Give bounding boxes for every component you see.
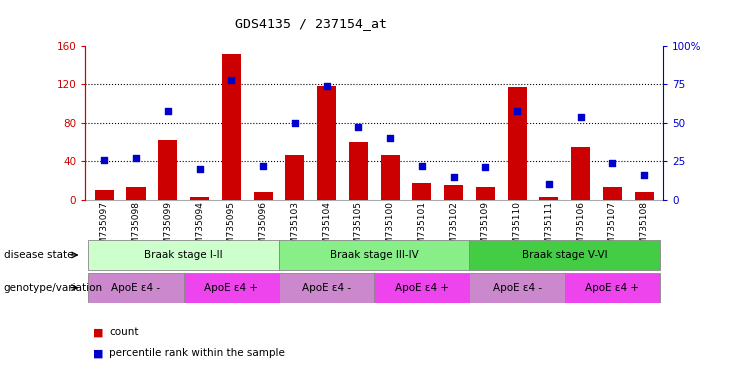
Point [638,172,650,178]
Bar [374,273,470,303]
Text: ApoE ε4 -: ApoE ε4 - [493,283,542,293]
Text: GDS4135 / 237154_at: GDS4135 / 237154_at [235,17,388,30]
Bar [88,240,279,270]
Bar [444,185,463,200]
Bar [539,197,559,200]
Text: ■: ■ [93,327,103,337]
Bar [508,88,527,200]
Text: percentile rank within the sample: percentile rank within the sample [109,348,285,358]
Text: ApoE ε4 +: ApoE ε4 + [395,283,449,293]
Text: ApoE ε4 -: ApoE ε4 - [302,283,351,293]
Bar [381,155,399,200]
Bar [95,190,114,200]
Bar [127,187,145,200]
Point [353,124,365,131]
Bar [470,273,565,303]
Text: ApoE ε4 -: ApoE ε4 - [111,283,161,293]
Point [511,108,523,114]
Bar [190,197,209,200]
Text: Braak stage I-II: Braak stage I-II [144,250,223,260]
Bar [159,140,177,200]
Bar [184,273,279,303]
Bar [253,192,273,200]
Bar [565,273,660,303]
Point [321,83,333,89]
Point [448,174,459,180]
Bar [470,240,660,270]
Text: ApoE ε4 +: ApoE ε4 + [585,283,639,293]
Bar [317,86,336,200]
Point [162,108,173,114]
Point [384,135,396,141]
Point [193,166,205,172]
Point [289,120,301,126]
Point [606,160,618,166]
Bar [571,147,590,200]
Point [225,77,237,83]
Point [257,163,269,169]
Bar [634,192,654,200]
Point [479,164,491,170]
Bar [279,240,470,270]
Text: ApoE ε4 +: ApoE ε4 + [205,283,259,293]
Bar [88,273,184,303]
Text: ■: ■ [93,348,103,358]
Bar [603,187,622,200]
Point [543,181,555,187]
Bar [285,155,305,200]
Point [99,157,110,163]
Bar [476,187,495,200]
Bar [412,184,431,200]
Text: Braak stage III-IV: Braak stage III-IV [330,250,419,260]
Bar [349,142,368,200]
Bar [279,273,374,303]
Text: Braak stage V-VI: Braak stage V-VI [522,250,608,260]
Text: genotype/variation: genotype/variation [4,283,103,293]
Point [130,155,142,161]
Text: disease state: disease state [4,250,73,260]
Point [575,114,587,120]
Bar [222,54,241,200]
Text: count: count [109,327,139,337]
Point [416,163,428,169]
